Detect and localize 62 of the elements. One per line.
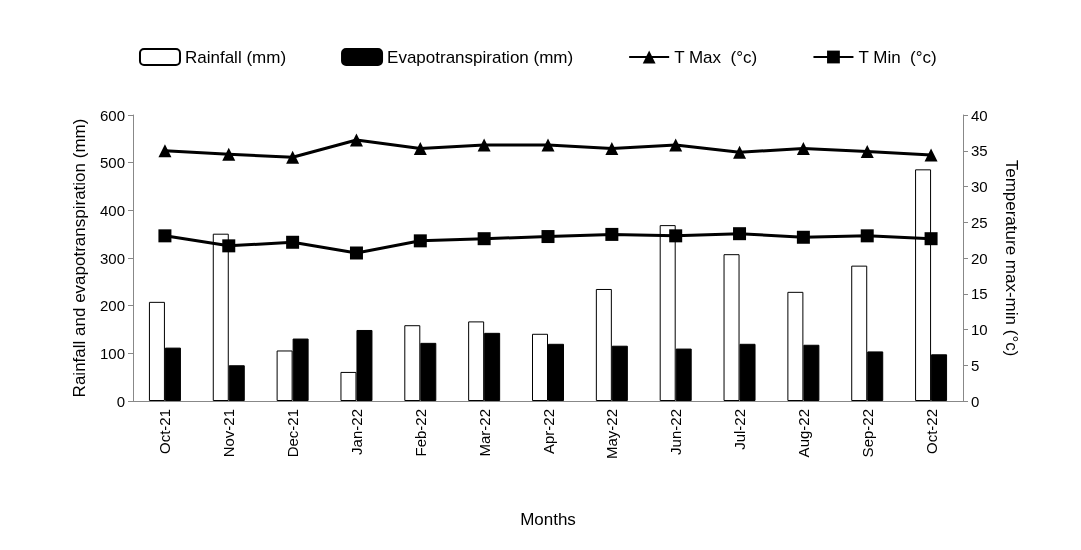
point bbox=[541, 138, 555, 152]
legend-label: Evapotranspiration (mm) bbox=[387, 47, 574, 67]
point bbox=[605, 142, 619, 156]
y2-tick-label: 15 bbox=[971, 285, 988, 303]
y2-tick-label: 25 bbox=[971, 213, 988, 231]
x-tick-label: Oct-22 bbox=[922, 409, 940, 455]
y2-tick-label: 30 bbox=[971, 178, 988, 195]
legend-label: T Max (°c) bbox=[674, 47, 758, 67]
point bbox=[733, 227, 747, 241]
point bbox=[413, 142, 427, 156]
y-tick-label: 200 bbox=[99, 297, 125, 315]
x-tick-label: Jan-22 bbox=[347, 409, 365, 455]
x-tick-label: Feb-22 bbox=[411, 409, 429, 457]
y2-tick-label: 10 bbox=[971, 321, 988, 338]
point bbox=[669, 138, 683, 152]
point bbox=[477, 232, 491, 246]
legend-label: T Min (°c) bbox=[858, 47, 937, 67]
point bbox=[796, 142, 810, 156]
y2-tick-label: 35 bbox=[971, 142, 988, 160]
x-tick-label: Dec-21 bbox=[284, 409, 302, 458]
point bbox=[349, 246, 363, 260]
point bbox=[796, 230, 810, 244]
point bbox=[924, 232, 938, 246]
point bbox=[669, 229, 683, 243]
y-tick-label: 500 bbox=[99, 154, 125, 172]
y-tick-label: 100 bbox=[99, 344, 125, 362]
x-tick-label: May-22 bbox=[603, 409, 621, 460]
y-tick-label: 600 bbox=[99, 106, 125, 124]
x-tick-label: Jun-22 bbox=[667, 409, 685, 455]
y-tick-label: 400 bbox=[99, 201, 125, 219]
x-tick-label: Aug-22 bbox=[794, 409, 812, 458]
x-tick-label: Jul-22 bbox=[731, 409, 749, 450]
point bbox=[286, 235, 300, 249]
x-tick-label: Nov-21 bbox=[220, 409, 238, 458]
point bbox=[541, 230, 555, 244]
y-tick-label: 300 bbox=[99, 249, 125, 267]
point bbox=[860, 229, 874, 243]
y2-tick-label: 5 bbox=[971, 356, 980, 374]
point bbox=[349, 133, 363, 147]
y2-tick-label: 20 bbox=[971, 249, 988, 267]
x-axis-title: Months bbox=[520, 510, 576, 529]
x-tick-label: Sep-22 bbox=[858, 409, 876, 458]
y2-tick-label: 40 bbox=[971, 106, 988, 124]
point bbox=[924, 148, 938, 162]
point bbox=[222, 239, 236, 253]
legend-label: Rainfall (mm) bbox=[184, 47, 287, 67]
point bbox=[158, 229, 172, 243]
point bbox=[733, 145, 747, 159]
x-tick-label: Oct-21 bbox=[156, 409, 174, 455]
point bbox=[860, 144, 874, 158]
y-tick-label: 0 bbox=[116, 392, 125, 410]
y-axis-title: Rainfall and evapotranspiration (mm) bbox=[70, 118, 89, 398]
point bbox=[222, 147, 236, 161]
x-tick-label: Mar-22 bbox=[475, 409, 493, 457]
point bbox=[477, 138, 491, 152]
y2-tick-label: 0 bbox=[971, 392, 980, 410]
point bbox=[158, 144, 172, 158]
point bbox=[413, 234, 427, 248]
point bbox=[286, 150, 300, 164]
point bbox=[605, 227, 619, 241]
x-tick-label: Apr-22 bbox=[539, 409, 557, 455]
y2-axis-title: Temperature max-min (°c) bbox=[1002, 159, 1021, 357]
